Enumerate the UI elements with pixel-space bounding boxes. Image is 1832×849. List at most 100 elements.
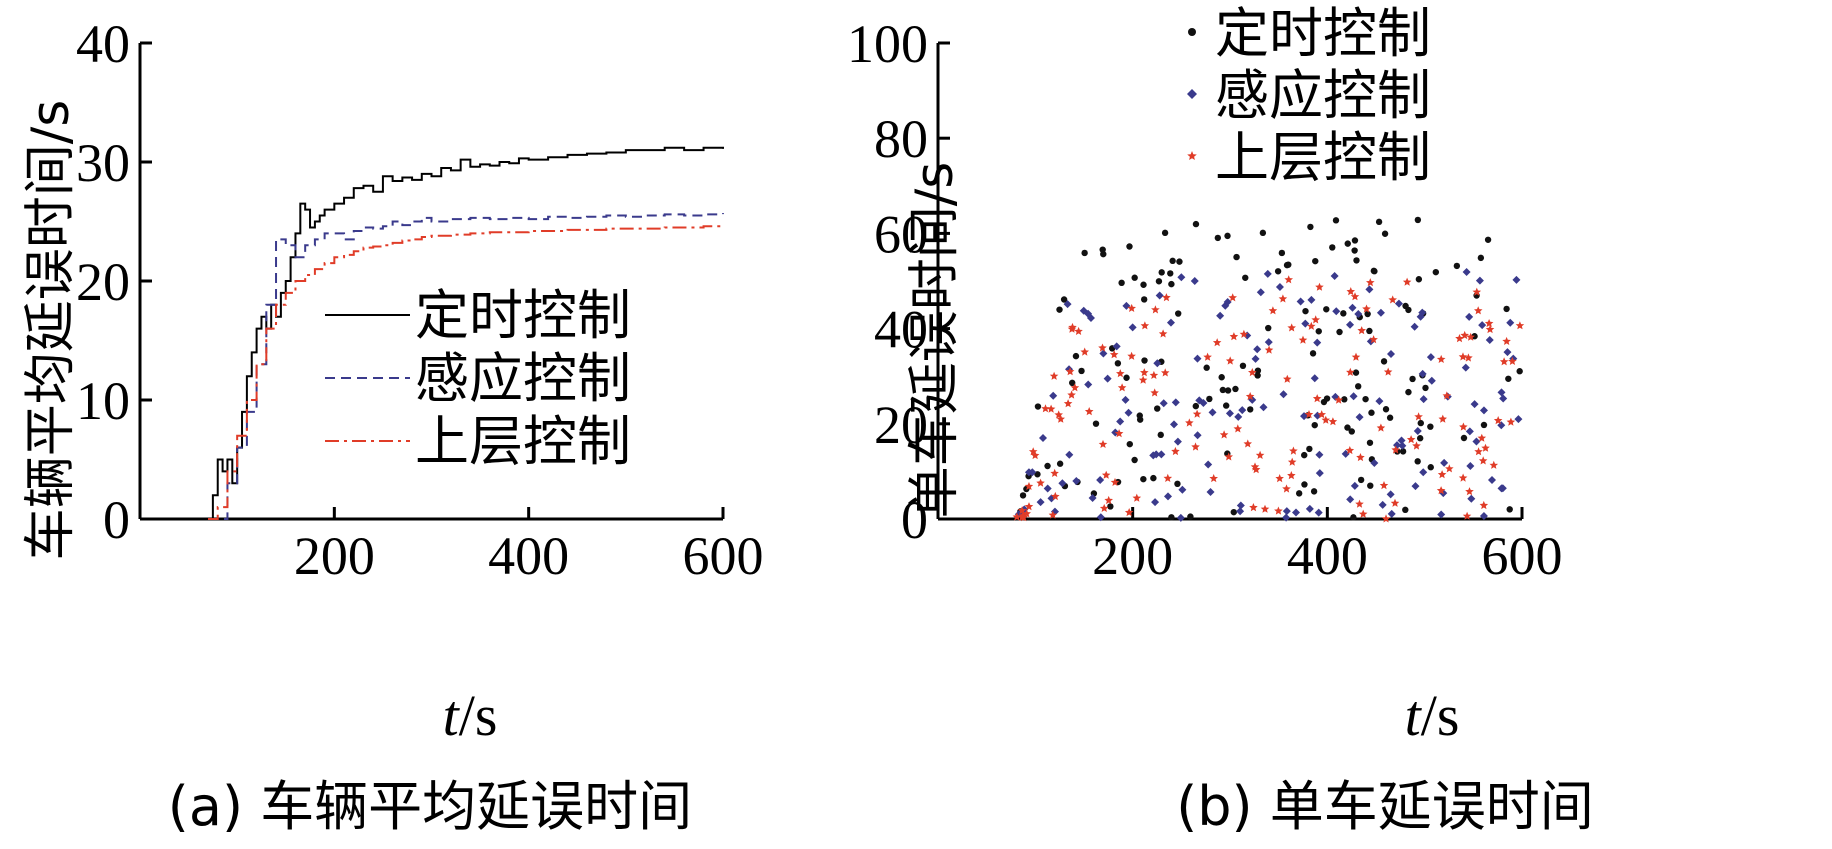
panel-b-point-1 bbox=[1418, 308, 1427, 317]
panel-b-point-1 bbox=[1259, 403, 1268, 412]
panel-b-point-2 bbox=[1282, 484, 1291, 493]
panel-b-point-2 bbox=[1080, 347, 1089, 356]
panel-b-point-1 bbox=[1084, 380, 1093, 389]
panel-b-point-1 bbox=[1163, 492, 1172, 501]
panel-b-point-2 bbox=[1024, 502, 1034, 511]
panel-b-point-2 bbox=[1287, 471, 1296, 480]
panel-b-point-2 bbox=[1036, 478, 1045, 487]
panel-b-point-1 bbox=[1151, 498, 1160, 507]
panel-b-point-1 bbox=[1465, 312, 1474, 321]
panel-b-point-0 bbox=[1126, 243, 1133, 250]
panel-b-point-2 bbox=[1304, 410, 1314, 419]
panel-b-point-0 bbox=[1350, 514, 1357, 521]
panel-b-point-0 bbox=[1399, 448, 1407, 455]
panel-b-point-2 bbox=[1264, 345, 1274, 354]
panel-b-point-0 bbox=[1099, 246, 1106, 253]
panel-a-xlabel-unit: /s bbox=[459, 683, 498, 748]
panel-b-point-2 bbox=[1391, 445, 1400, 454]
panel-b-point-1 bbox=[1419, 468, 1428, 477]
panel-b-point-0 bbox=[1323, 306, 1330, 313]
panel-b-point-1 bbox=[1499, 394, 1508, 403]
panel-b-point-2 bbox=[1379, 481, 1389, 490]
panel-b-point-0 bbox=[1192, 402, 1200, 410]
panel-b-point-0 bbox=[1168, 514, 1175, 521]
panel-b-point-1 bbox=[1410, 322, 1419, 331]
panel-b-point-0 bbox=[1506, 506, 1513, 513]
panel-b-point-0 bbox=[1382, 406, 1390, 413]
panel-b-point-0 bbox=[1254, 372, 1261, 379]
panel-b-ytick-label: 60 bbox=[874, 204, 928, 264]
panel-b-point-1 bbox=[1065, 450, 1074, 459]
panel-b-point-0 bbox=[1427, 423, 1434, 430]
panel-b-point-0 bbox=[1056, 306, 1063, 313]
panel-b-point-2 bbox=[1228, 293, 1237, 302]
panel-b-point-1 bbox=[1332, 307, 1341, 316]
panel-b-point-2 bbox=[1345, 446, 1355, 455]
panel-b-point-2 bbox=[1478, 456, 1488, 465]
panel-b-ytick-label: 20 bbox=[874, 395, 928, 455]
panel-b-point-1 bbox=[1206, 487, 1215, 496]
panel-b-point-0 bbox=[1203, 364, 1210, 371]
panel-b-point-2 bbox=[1017, 506, 1027, 515]
panel-b-point-1 bbox=[1413, 426, 1422, 435]
panel-b-point-0 bbox=[1242, 274, 1249, 281]
panel-b-point-1 bbox=[1264, 338, 1273, 347]
panel-b-point-2 bbox=[1233, 424, 1243, 433]
panel-b-point-2 bbox=[1255, 450, 1265, 459]
panel-b-point-1 bbox=[1103, 374, 1112, 383]
panel-b-point-1 bbox=[1301, 319, 1310, 328]
panel-b-point-1 bbox=[1387, 509, 1396, 518]
panel-b-point-2 bbox=[1203, 352, 1212, 361]
panel-b-point-2 bbox=[1274, 506, 1283, 515]
panel-b-point-2 bbox=[1127, 351, 1136, 360]
panel-b-point-2 bbox=[1458, 473, 1468, 482]
panel-b-point-2 bbox=[1346, 367, 1355, 376]
panel-b-point-2 bbox=[1104, 495, 1113, 505]
panel-b-point-2 bbox=[1321, 415, 1331, 424]
panel-b-point-1 bbox=[1497, 388, 1506, 397]
panel-b-point-1 bbox=[1461, 363, 1470, 372]
panel-b-point-2 bbox=[1499, 357, 1509, 366]
panel-b-point-2 bbox=[1315, 282, 1324, 291]
panel-b-point-0 bbox=[1126, 440, 1133, 448]
panel-b-xtick-label: 600 bbox=[1482, 526, 1563, 586]
panel-b-point-0 bbox=[1516, 368, 1523, 375]
panel-b-point-0 bbox=[1311, 421, 1318, 429]
panel-b-point-0 bbox=[1034, 403, 1042, 410]
panel-b-point-1 bbox=[1488, 475, 1497, 484]
panel-b-point-1 bbox=[1072, 477, 1081, 486]
panel-b-point-2 bbox=[1346, 287, 1355, 296]
panel-b-point-2 bbox=[1212, 338, 1222, 347]
panel-b-point-2 bbox=[1051, 491, 1060, 501]
panel-a-xtick-label: 200 bbox=[294, 526, 375, 586]
panel-b-point-0 bbox=[1416, 435, 1424, 442]
panel-b-point-2 bbox=[1414, 412, 1423, 421]
panel-b-point-0 bbox=[1222, 402, 1230, 409]
panel-b-point-2 bbox=[1099, 503, 1109, 512]
panel-b-point-0 bbox=[1480, 421, 1488, 429]
panel-b-point-1 bbox=[1216, 311, 1225, 320]
panel-b-point-0 bbox=[1214, 234, 1222, 242]
panel-b-point-0 bbox=[1154, 405, 1161, 412]
panel-b-point-2 bbox=[1328, 417, 1338, 426]
panel-b-point-1 bbox=[1263, 269, 1272, 278]
panel-b-point-2 bbox=[1049, 371, 1059, 380]
panel-b-point-1 bbox=[1096, 513, 1105, 522]
panel-b-point-2 bbox=[1406, 435, 1416, 444]
panel-b-point-0 bbox=[1295, 490, 1303, 497]
panel-b-point-1 bbox=[1375, 397, 1384, 406]
panel-b-point-1 bbox=[1512, 275, 1521, 284]
panel-b-point-1 bbox=[1238, 406, 1247, 415]
panel-b-point-2 bbox=[1019, 513, 1028, 522]
panel-b-point-0 bbox=[1274, 268, 1282, 275]
panel-b-point-1 bbox=[1193, 431, 1202, 440]
panel-b-point-2 bbox=[1149, 370, 1159, 379]
panel-b-ytick-label: 80 bbox=[874, 109, 928, 169]
panel-b-point-0 bbox=[1019, 492, 1027, 499]
panel-b-point-1 bbox=[1346, 320, 1355, 329]
panel-a-ytick-label: 20 bbox=[76, 252, 130, 312]
panel-b-point-1 bbox=[1170, 420, 1179, 429]
panel-b-point-1 bbox=[1470, 400, 1479, 409]
panel-b-point-2 bbox=[1209, 474, 1218, 483]
panel-b-point-2 bbox=[1298, 335, 1308, 344]
